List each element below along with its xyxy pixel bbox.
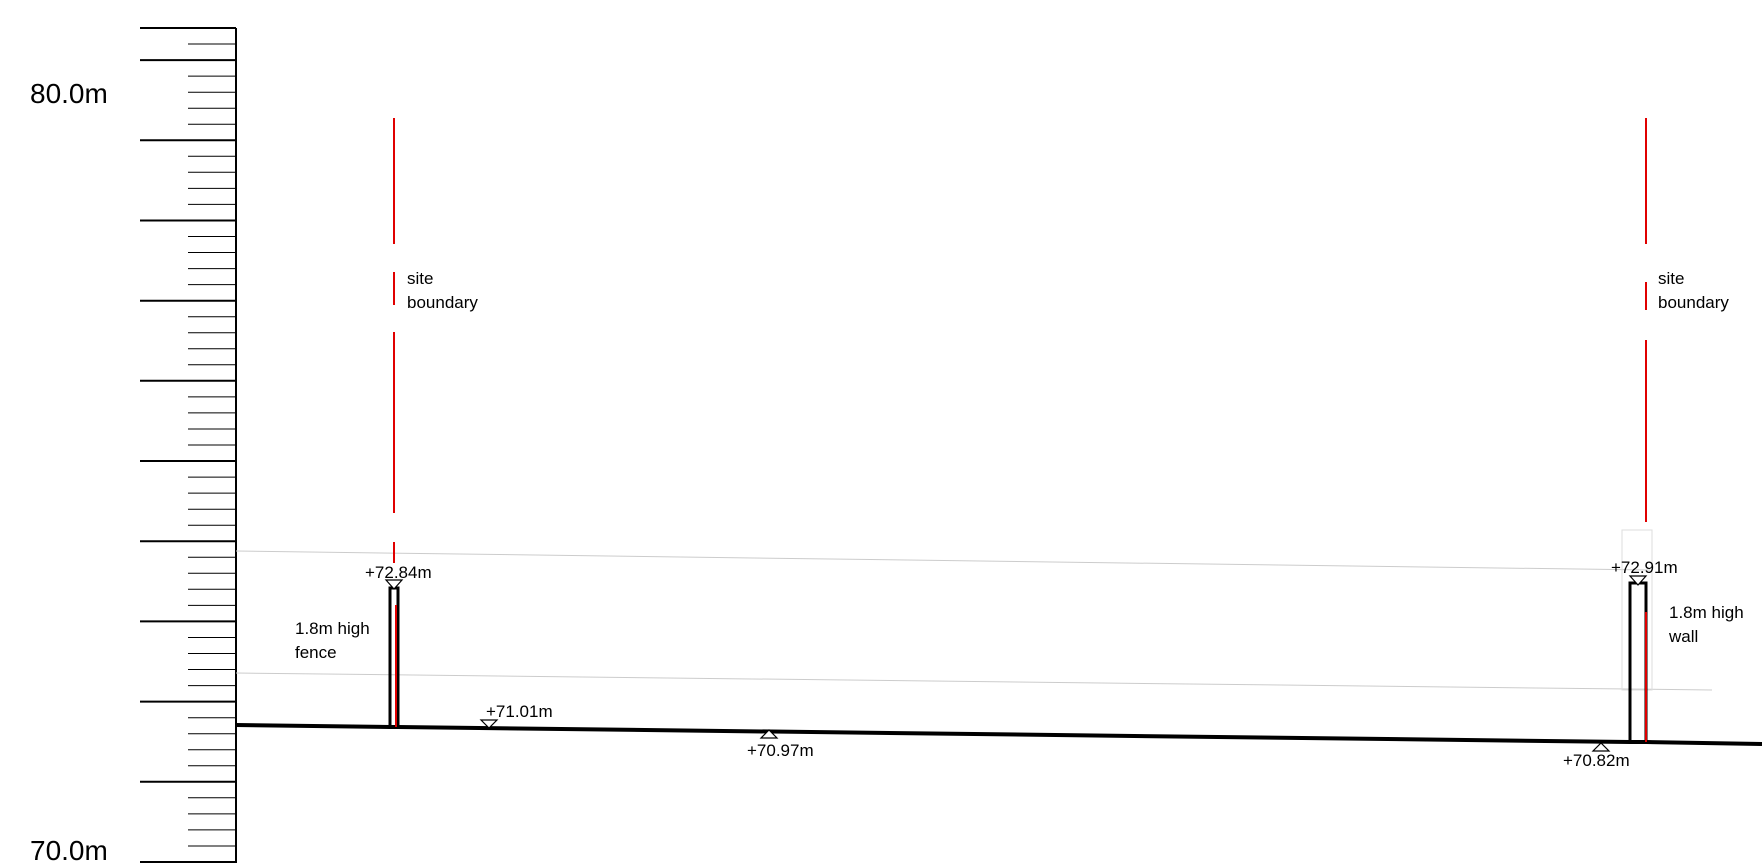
annotations: 1.8m high fence 1.8m high wall <box>295 603 1748 662</box>
boundary-label-left-line1: site <box>407 269 433 288</box>
wall-outline <box>1628 581 1648 742</box>
wall <box>1628 581 1648 742</box>
lower-guide-line <box>235 672 1713 691</box>
wall-note-line1: 1.8m high <box>1669 603 1744 622</box>
level-labels: +72.84m +72.91m +71.01m +70.97m +70.82m <box>365 558 1678 770</box>
svg-text:1.8m high wall: 1.8m high wall <box>1668 603 1748 646</box>
svg-text:site boundary: site boundary <box>1658 269 1729 312</box>
level-label-ground-3: +70.82m <box>1563 751 1630 770</box>
level-label-ground-1: +71.01m <box>486 702 553 721</box>
guide-lines <box>235 529 1713 691</box>
scale-ticks <box>140 27 236 863</box>
site-boundary-left: site boundary <box>393 118 478 563</box>
level-marker-down <box>479 719 499 729</box>
wall-note-line2: wall <box>1668 627 1698 646</box>
level-marker-up <box>759 729 779 739</box>
ground-line <box>235 723 1762 746</box>
upper-guide-line <box>235 550 1651 571</box>
scale-top-label: 80.0m <box>30 78 108 109</box>
scale-bottom-label: 70.0m <box>30 835 108 863</box>
boundary-label-right-line2: boundary <box>1658 293 1729 312</box>
level-marker-up <box>1591 742 1611 752</box>
fence-note-line2: fence <box>295 643 337 662</box>
boundary-label-left-line2: boundary <box>407 293 478 312</box>
level-label-ground-2: +70.97m <box>747 741 814 760</box>
svg-text:site boundary: site boundary <box>407 269 478 312</box>
level-marker-down <box>1628 575 1648 586</box>
svg-text:1.8m high fence: 1.8m high fence <box>295 619 374 662</box>
wall-guide-box <box>1621 529 1653 691</box>
fence-note-line1: 1.8m high <box>295 619 370 638</box>
boundary-label-right-line1: site <box>1658 269 1684 288</box>
level-label-fence-top: +72.84m <box>365 563 432 582</box>
level-scale: 80.0m 70.0m <box>30 27 237 863</box>
site-boundary-right: site boundary <box>1645 118 1729 522</box>
fence <box>388 586 400 727</box>
level-marker-down <box>384 579 404 590</box>
level-markers <box>384 575 1648 752</box>
level-label-wall-top: +72.91m <box>1611 558 1678 577</box>
